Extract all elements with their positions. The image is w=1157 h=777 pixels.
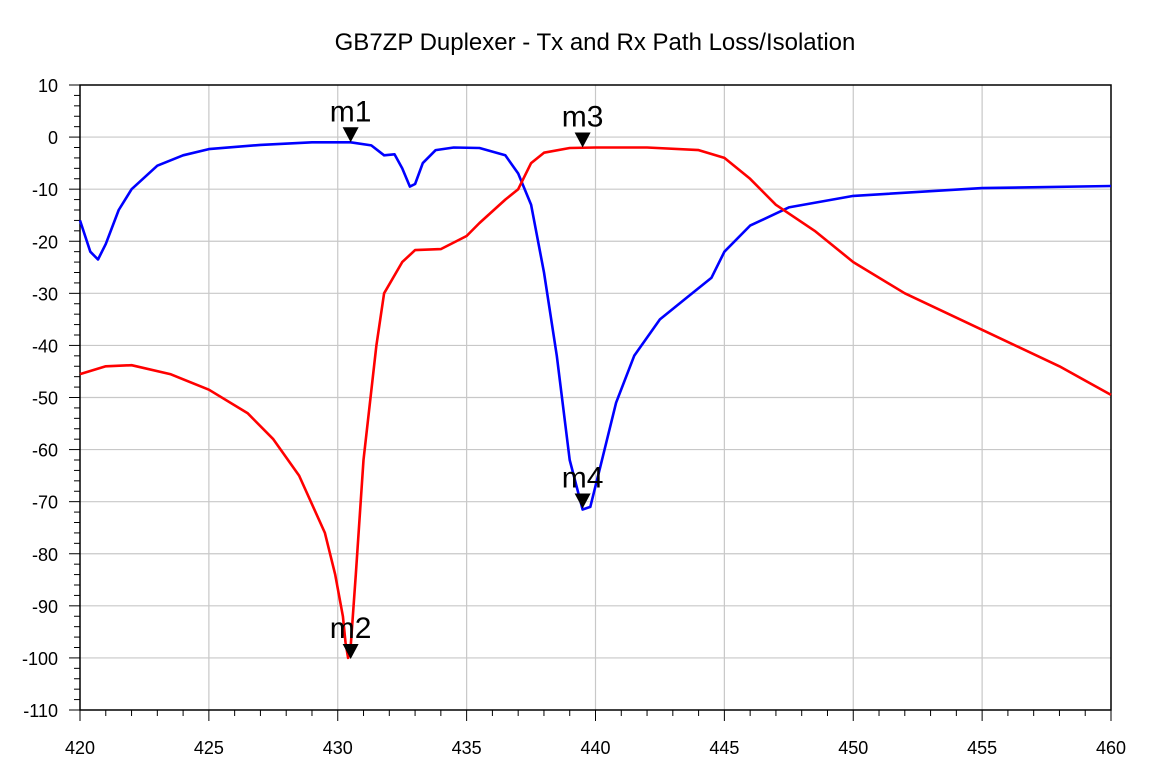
series-line: [78, 141, 1112, 511]
x-tick-label: 450: [838, 738, 868, 758]
y-tick-label: 10: [38, 76, 58, 96]
series-line: [79, 146, 1112, 660]
y-tick-label: -90: [32, 597, 58, 617]
y-tick-label: -80: [32, 545, 58, 565]
marker-label: m1: [330, 95, 372, 128]
y-tick-label: -100: [22, 649, 58, 669]
x-tick-label: 425: [194, 738, 224, 758]
x-tick-label: 440: [580, 738, 610, 758]
y-tick-label: -110: [23, 701, 58, 721]
y-tick-label: -60: [32, 441, 58, 461]
marker-label: m2: [330, 612, 372, 645]
y-tick-label: -20: [32, 232, 58, 252]
plot-area: 10 0 -10 -20 -30 -40 -50 -60 -70 -80 -90 -100 -110 42…: [22, 76, 1126, 758]
chart-title: GB7ZP Duplexer - Tx and Rx Path Loss/Iso…: [335, 29, 856, 56]
marker-triangle: [574, 493, 591, 509]
x-tick-label: 445: [709, 738, 739, 758]
x-tick-label: 455: [967, 738, 997, 758]
x-tick-label: 460: [1096, 738, 1126, 758]
marker-triangle: [342, 127, 359, 143]
marker-triangle: [574, 132, 591, 148]
marker-label: m4: [562, 461, 604, 494]
x-tick-label: 430: [323, 738, 353, 758]
y-tick-label: -30: [32, 284, 58, 304]
marker-triangle: [342, 643, 359, 659]
marker-label: m3: [562, 101, 604, 134]
x-tick-label: 435: [452, 738, 482, 758]
y-tick-label: -50: [32, 389, 58, 409]
y-tick-label: -40: [32, 336, 58, 356]
x-tick-label: 420: [65, 738, 95, 758]
y-tick-label: -10: [32, 180, 58, 200]
y-tick-label: -70: [32, 493, 58, 513]
y-tick-label: 0: [48, 128, 58, 148]
